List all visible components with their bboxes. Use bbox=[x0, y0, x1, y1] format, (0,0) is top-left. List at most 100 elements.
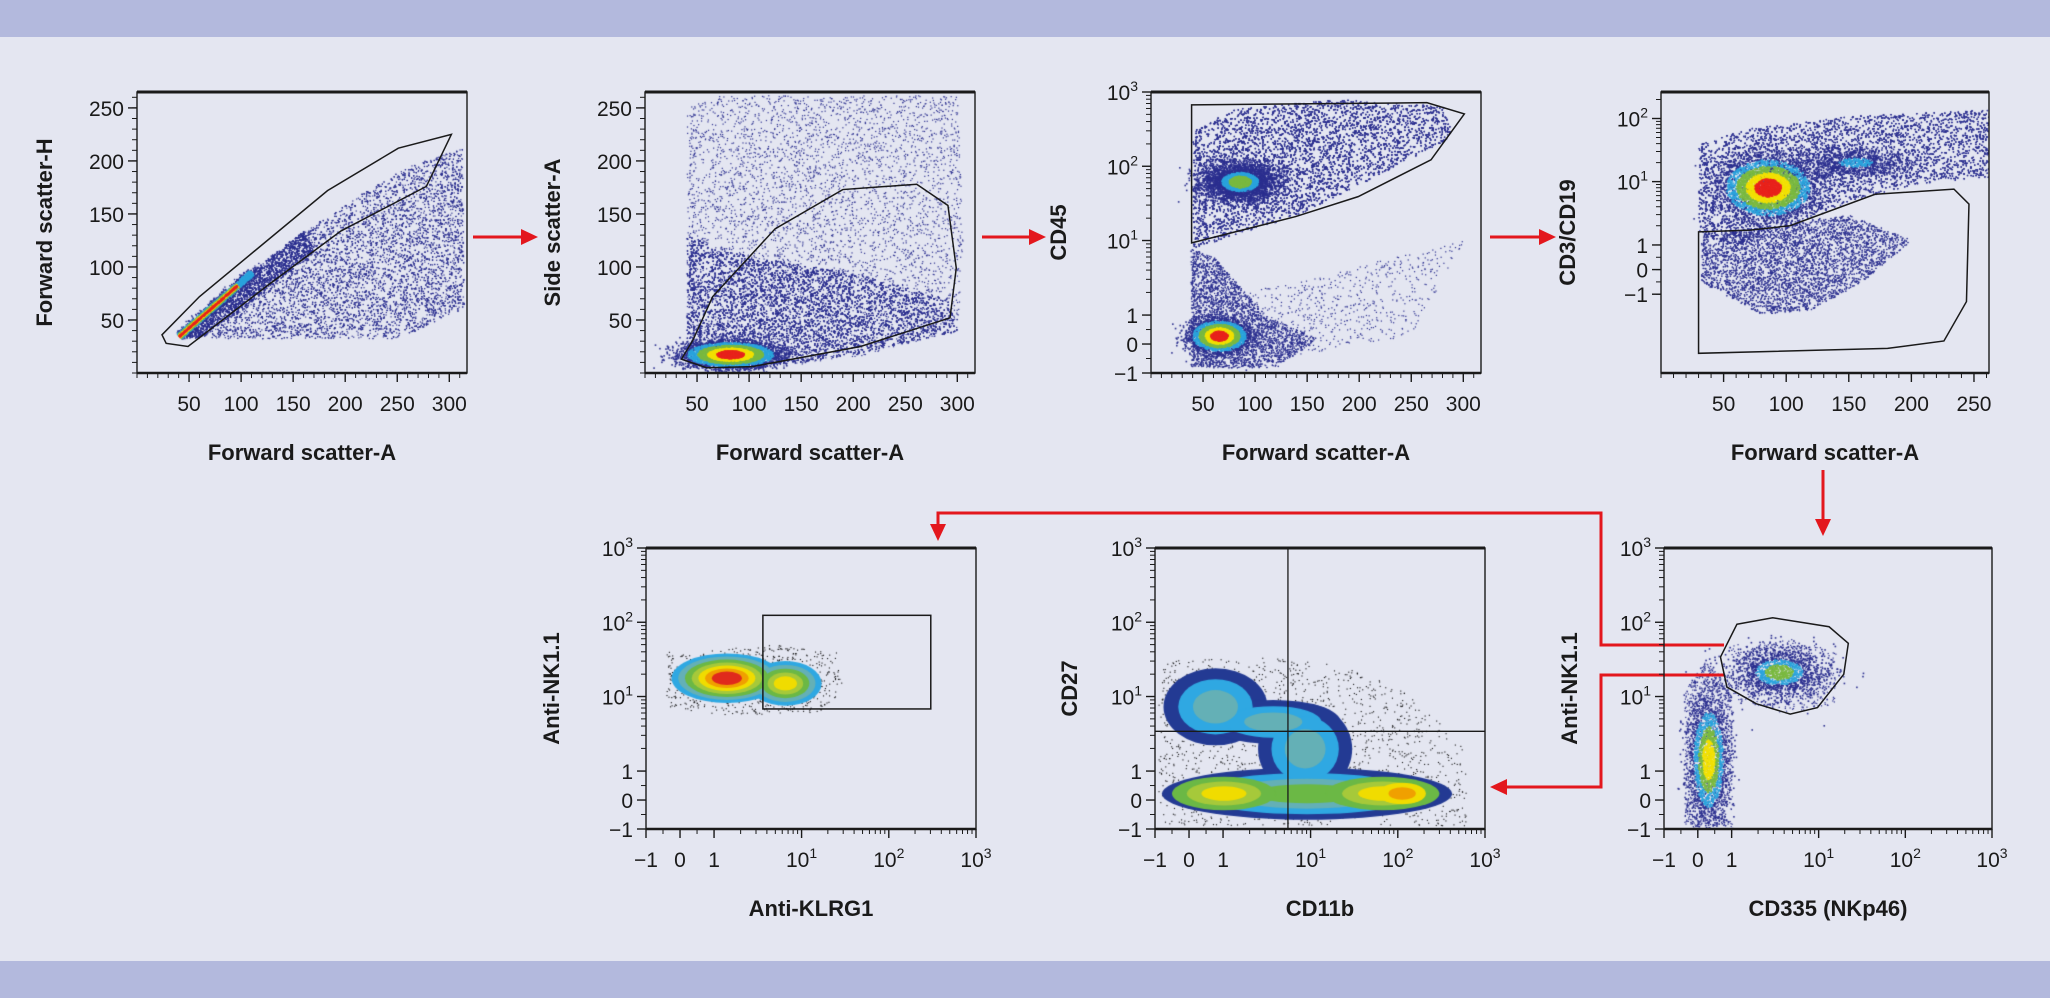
x-tick-label: −1 bbox=[1143, 849, 1167, 872]
gate-polygon[interactable] bbox=[680, 183, 958, 369]
arrow-p7-to-p5 bbox=[936, 511, 1724, 647]
plot-frame bbox=[644, 91, 976, 374]
y-axis-label: CD27 bbox=[1057, 660, 1082, 716]
y-tick-label: 103 bbox=[602, 534, 633, 561]
y-tick-label: 102 bbox=[1617, 105, 1648, 132]
x-axis-label: Forward scatter-A bbox=[1222, 440, 1410, 465]
x-tick-label: 250 bbox=[1394, 393, 1429, 416]
x-tick-label: 101 bbox=[1295, 845, 1326, 872]
plot-p2: 50 100 150 200 250 300 50 100 150 200 250 Forward s… bbox=[540, 90, 976, 465]
x-tick-label: 0 bbox=[1692, 849, 1704, 872]
x-tick-label: 300 bbox=[940, 393, 975, 416]
x-tick-label: 100 bbox=[1238, 393, 1273, 416]
y-tick-label: −1 bbox=[609, 819, 633, 842]
y-tick-label: 1 bbox=[1126, 305, 1138, 328]
plot-frame bbox=[1150, 91, 1482, 374]
y-tick-label: −1 bbox=[1627, 819, 1651, 842]
y-tick-label: 0 bbox=[1639, 790, 1651, 813]
y-tick-label: 102 bbox=[1620, 608, 1651, 635]
x-tick-label: 0 bbox=[674, 849, 686, 872]
plot-frame bbox=[1660, 91, 1990, 374]
y-tick-label: 0 bbox=[621, 790, 633, 813]
y-tick-label: −1 bbox=[1118, 819, 1142, 842]
y-tick-label: 1 bbox=[621, 761, 633, 784]
plot-frame bbox=[645, 547, 977, 830]
x-tick-label: 101 bbox=[1803, 845, 1834, 872]
y-axis-label: Anti-NK1.1 bbox=[539, 632, 564, 744]
gate-polygon[interactable] bbox=[1719, 616, 1850, 715]
y-tick-label: 50 bbox=[609, 310, 632, 333]
y-tick-label: 103 bbox=[1620, 534, 1651, 561]
x-tick-label: 250 bbox=[1956, 393, 1991, 416]
y-tick-label: 0 bbox=[1126, 334, 1138, 357]
gate-polygon[interactable] bbox=[1190, 101, 1466, 244]
y-axis-label: Side scatter-A bbox=[540, 158, 565, 306]
y-tick-label: 1 bbox=[1639, 761, 1651, 784]
gate-polygon[interactable] bbox=[161, 133, 453, 348]
x-tick-label: 50 bbox=[1191, 393, 1214, 416]
y-tick-label: 0 bbox=[1130, 790, 1142, 813]
y-tick-label: 150 bbox=[89, 204, 124, 227]
x-tick-label: 300 bbox=[1446, 393, 1481, 416]
y-tick-label: 250 bbox=[597, 98, 632, 121]
x-tick-label: 103 bbox=[960, 845, 991, 872]
x-tick-label: 50 bbox=[177, 393, 200, 416]
x-tick-label: 50 bbox=[1712, 393, 1735, 416]
y-tick-label: 1 bbox=[1636, 235, 1648, 258]
y-tick-label: 103 bbox=[1107, 78, 1138, 105]
x-tick-label: 1 bbox=[1726, 849, 1738, 872]
arrowhead-icon bbox=[521, 229, 538, 245]
plot-p7-events bbox=[1664, 548, 1992, 829]
y-tick-label: 102 bbox=[602, 608, 633, 635]
plot-frame bbox=[1663, 547, 1993, 830]
y-tick-label: 103 bbox=[1111, 534, 1142, 561]
x-tick-label: 150 bbox=[784, 393, 819, 416]
x-tick-label: 100 bbox=[224, 393, 259, 416]
x-tick-label: 200 bbox=[836, 393, 871, 416]
plot-p3: 50 100 150 200 250 300 −1 0 1 101 102 103 Forward sc… bbox=[1046, 78, 1482, 465]
arrowhead-icon bbox=[930, 524, 946, 541]
plot-p1-events bbox=[137, 92, 467, 373]
y-tick-label: 250 bbox=[89, 98, 124, 121]
y-tick-label: −1 bbox=[1114, 363, 1138, 386]
x-tick-label: 1 bbox=[1217, 849, 1229, 872]
x-axis-label: CD11b bbox=[1286, 896, 1354, 921]
x-tick-label: 0 bbox=[1183, 849, 1195, 872]
bottom-band bbox=[0, 961, 2050, 998]
x-tick-label: 150 bbox=[276, 393, 311, 416]
y-tick-label: 1 bbox=[1130, 761, 1142, 784]
y-tick-label: 101 bbox=[1620, 683, 1651, 710]
y-tick-label: −1 bbox=[1624, 284, 1648, 307]
plot-p4: 50 100 150 200 250 −101 101 102 Forward scatter-… bbox=[1555, 90, 1992, 465]
gating-arrows bbox=[473, 229, 1831, 795]
y-axis-label: Forward scatter-H bbox=[32, 138, 57, 326]
x-tick-label: 50 bbox=[685, 393, 708, 416]
y-tick-label: 101 bbox=[1107, 227, 1138, 254]
plot-p6-events bbox=[1155, 548, 1485, 829]
x-axis-label: Forward scatter-A bbox=[1731, 440, 1919, 465]
arrowhead-icon bbox=[1815, 519, 1831, 536]
x-tick-label: −1 bbox=[1652, 849, 1676, 872]
gate-polygon[interactable] bbox=[1697, 188, 1970, 355]
x-tick-label: 200 bbox=[1894, 393, 1929, 416]
x-tick-label: 250 bbox=[888, 393, 923, 416]
y-tick-label: 101 bbox=[1617, 168, 1648, 195]
x-tick-label: 102 bbox=[873, 845, 904, 872]
plot-p5-events bbox=[646, 548, 976, 829]
plot-p5: −1 0 1 101 102 103−101101102103Anti-KLRG1Anti… bbox=[539, 534, 992, 921]
x-tick-label: 150 bbox=[1831, 393, 1866, 416]
x-tick-label: 100 bbox=[732, 393, 767, 416]
y-tick-label: 200 bbox=[597, 151, 632, 174]
x-tick-label: 250 bbox=[380, 393, 415, 416]
x-tick-label: 100 bbox=[1769, 393, 1804, 416]
y-tick-label: 150 bbox=[597, 204, 632, 227]
y-tick-label: 102 bbox=[1107, 152, 1138, 179]
y-axis-label: CD45 bbox=[1046, 204, 1071, 260]
plot-frame bbox=[1154, 547, 1486, 830]
gate-rectangle[interactable] bbox=[762, 614, 932, 710]
x-tick-label: 300 bbox=[432, 393, 467, 416]
arrow-p7-to-p6 bbox=[1506, 673, 1724, 789]
x-tick-label: 1 bbox=[708, 849, 720, 872]
